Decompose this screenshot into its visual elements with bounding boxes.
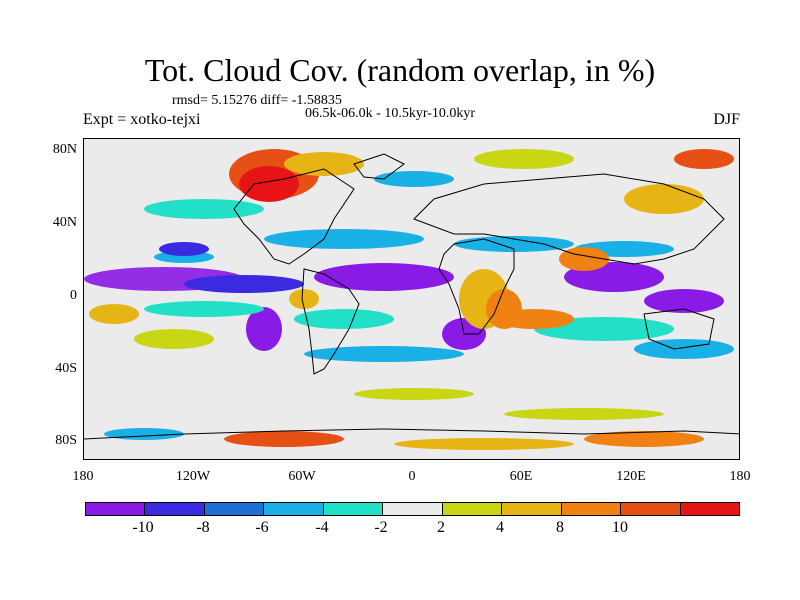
y-tick-label: 80N: [52, 142, 77, 157]
colorbar-label: -8: [196, 519, 210, 536]
colorbar-label: -2: [374, 519, 388, 536]
colorbar-label: 4: [496, 519, 504, 536]
y-tick-label: 80S: [55, 433, 77, 448]
colorbar-swatch: [383, 503, 443, 515]
y-tick-label: 40N: [52, 215, 77, 230]
map-plot-area: [83, 138, 740, 460]
colorbar-swatch: [680, 503, 739, 515]
colorbar-swatch: [145, 503, 205, 515]
season-label: DJF: [713, 111, 740, 128]
colorbar-label: 2: [437, 519, 445, 536]
colorbar-swatch: [561, 503, 622, 515]
colorbar-label: -6: [255, 519, 269, 536]
x-tick-label: 120W: [175, 469, 211, 484]
x-tick-label: 120E: [616, 469, 646, 484]
colorbar-swatch: [502, 503, 562, 515]
map-title: Tot. Cloud Cov. (random overlap, in %): [144, 52, 656, 88]
colorbar-swatch: [442, 503, 503, 515]
colorbar-swatch: [323, 503, 384, 515]
colorbar-swatch: [204, 503, 265, 515]
x-tick-label: 60W: [288, 469, 316, 484]
colorbar-swatch: [264, 503, 324, 515]
colorbar-label: -10: [132, 519, 154, 536]
cloud-anomaly-map: [84, 139, 739, 459]
colorbar-label: 8: [556, 519, 564, 536]
anomaly-field: [84, 149, 734, 450]
colorbar: [85, 502, 740, 516]
y-tick-label: 0: [70, 288, 77, 303]
y-tick-label: 40S: [55, 361, 77, 376]
colorbar-label: -4: [315, 519, 329, 536]
colorbar-swatch: [86, 503, 146, 515]
x-tick-label: 60E: [509, 469, 533, 484]
x-tick-label: 180: [729, 469, 751, 484]
colorbar-label: 10: [612, 519, 628, 536]
stats-text: rmsd= 5.15276 diff= -1.58835: [172, 93, 342, 108]
coastlines: [84, 153, 739, 440]
colorbar-swatch: [621, 503, 681, 515]
period-text: 06.5k-06.0k - 10.5kyr-10.0kyr: [305, 106, 476, 121]
experiment-label: Expt = xotko-tejxi: [83, 111, 201, 128]
x-tick-label: 180: [72, 469, 94, 484]
x-tick-label: 0: [408, 469, 416, 484]
